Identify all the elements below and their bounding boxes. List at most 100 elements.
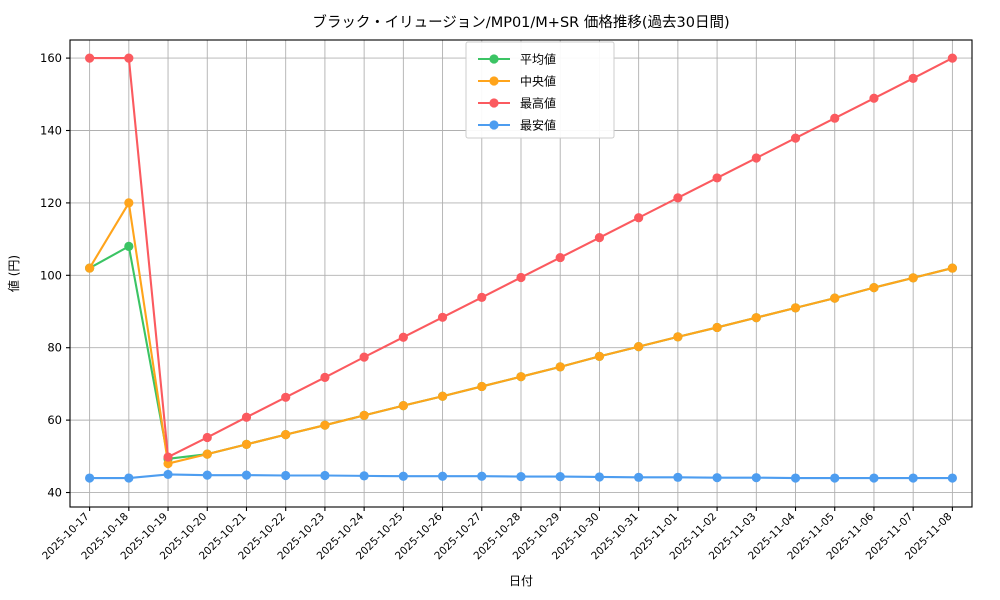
legend-marker-swatch [489,76,499,86]
data-point [908,473,918,483]
y-tick-label: 160 [40,51,62,65]
data-point [85,473,95,483]
y-tick-label: 60 [47,413,62,427]
data-point [320,470,330,481]
data-point [830,113,840,123]
y-axis-label: 値 (円) [6,255,21,292]
data-point [359,471,369,481]
data-point [281,392,291,402]
data-point [124,241,134,251]
data-point [947,263,957,273]
data-point [359,352,369,362]
data-point [830,473,840,483]
legend-item-0[interactable]: 平均値 [478,52,556,67]
data-point [751,473,761,483]
data-point [634,472,644,482]
data-point [594,472,605,482]
legend-item-2[interactable]: 最高値 [478,96,556,111]
data-series-group [85,53,957,483]
data-point [790,133,801,143]
data-point [281,429,291,440]
data-point [555,471,565,482]
data-point [124,473,134,483]
data-point [437,471,448,481]
data-point [202,432,212,443]
data-point [634,342,644,352]
data-point [751,313,761,323]
data-point [437,312,448,322]
data-point [712,473,722,483]
data-point [281,470,291,481]
data-point [163,452,173,462]
data-point [398,332,408,342]
data-point [673,332,683,342]
y-tick-label: 140 [40,124,62,138]
data-point [790,303,801,313]
data-point [594,233,605,243]
y-tick-label: 80 [47,341,62,355]
data-point [398,401,408,411]
series-3 [85,469,957,483]
data-point [359,410,369,421]
data-point [516,471,526,482]
y-tick-label: 120 [40,196,62,210]
data-point [202,470,212,480]
data-point [85,263,95,273]
data-point [908,273,918,283]
data-point [712,173,722,183]
legend-marker-swatch [489,98,499,108]
legend-label: 最高値 [520,96,556,111]
chart-title: ブラック・イリュージョン/MP01/M+SR 価格推移(過去30日間) [312,13,729,31]
data-point [869,283,879,293]
data-point [241,470,252,480]
data-point [437,391,448,401]
y-tick-label: 40 [47,486,62,500]
data-point [634,213,644,223]
data-point [477,292,487,302]
data-point [908,73,918,83]
data-point [85,53,95,63]
legend-item-1[interactable]: 中央値 [478,74,556,89]
data-point [124,53,134,63]
data-point [947,53,957,63]
data-point [320,420,330,430]
data-point [555,362,565,372]
grid-lines [70,40,972,507]
data-point [398,471,408,481]
data-point [555,252,565,263]
data-point [673,193,683,203]
data-point [594,351,605,362]
data-point [163,469,173,480]
data-point [516,272,526,283]
data-point [869,93,879,103]
series-1 [85,198,957,469]
data-point [790,473,801,483]
data-point [947,473,957,483]
data-point [673,472,683,482]
legend-label: 中央値 [520,74,556,89]
x-axis-label: 日付 [509,574,533,588]
series-2 [85,53,957,462]
data-point [712,322,722,333]
legend-marker-swatch [489,54,499,64]
legend-label: 最安値 [520,118,556,133]
data-point [477,381,487,392]
data-point [869,473,879,483]
legend-background [465,41,615,139]
data-point [751,153,761,163]
legend-item-3[interactable]: 最安値 [478,118,556,133]
data-point [477,471,487,481]
legend-label: 平均値 [520,52,556,67]
y-tick-label: 100 [40,268,62,282]
y-axis-ticks: 40 60 80 100 120 140 160 [40,51,70,500]
data-point [830,293,840,303]
data-point [124,198,134,208]
legend-marker-swatch [489,120,499,130]
data-point [202,449,212,459]
data-point [163,458,173,469]
data-point [516,372,526,382]
data-point [241,439,252,449]
